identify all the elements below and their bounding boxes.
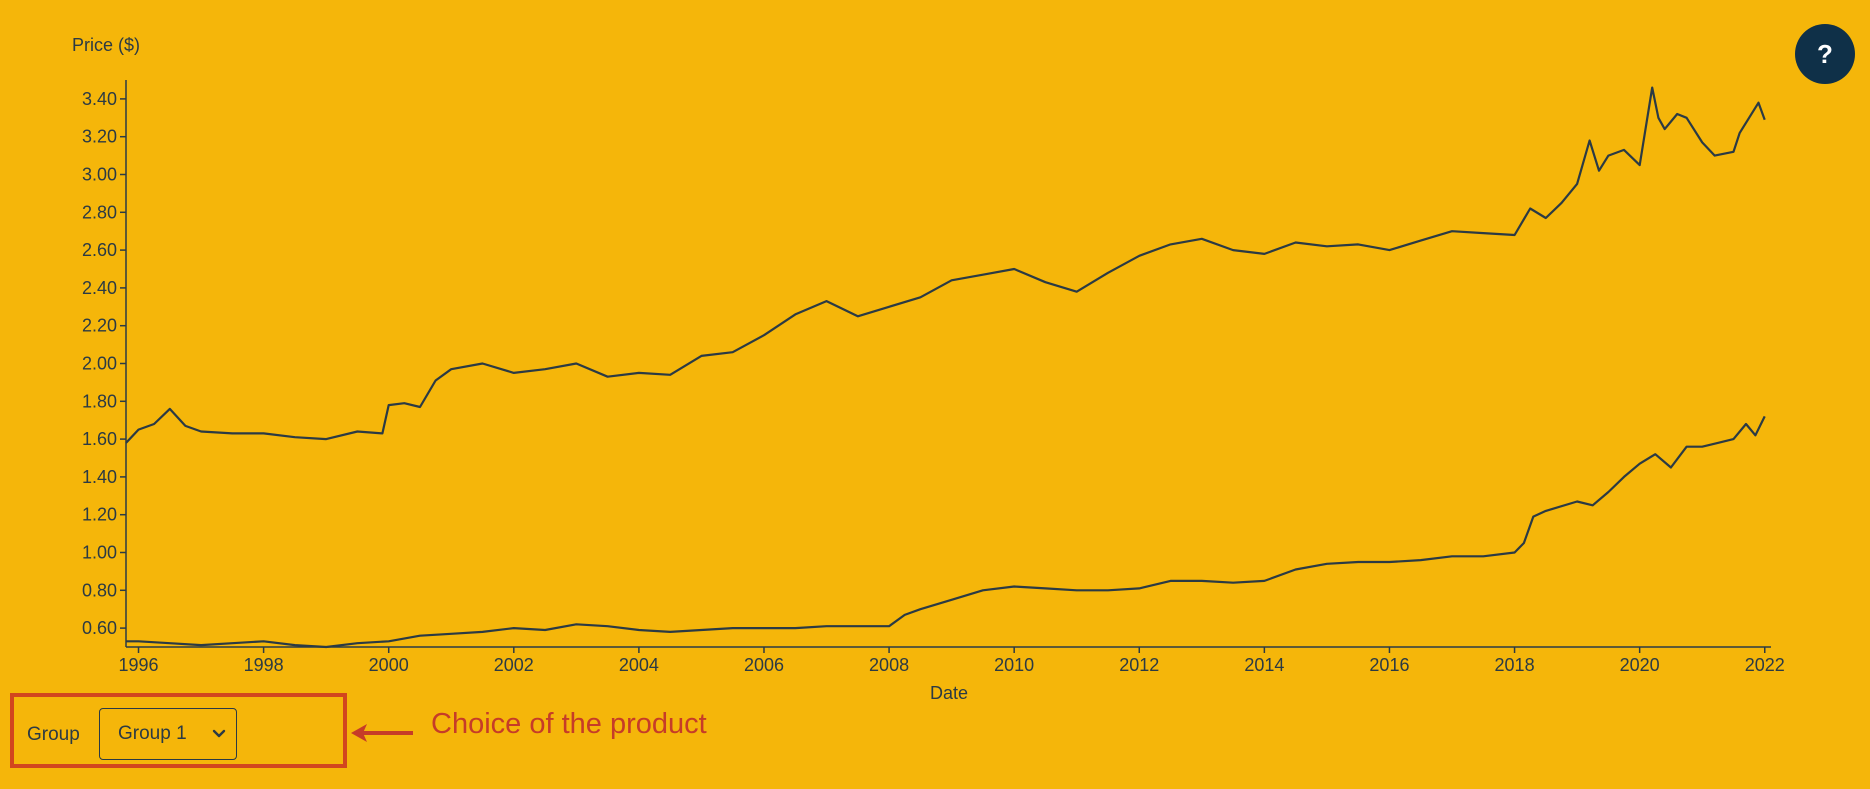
group-label: Group: [27, 724, 80, 745]
x-tick-label: 2006: [744, 655, 784, 675]
y-tick-label: 2.00: [82, 354, 117, 374]
x-axis-title: Date: [930, 683, 968, 703]
x-tick-label: 2014: [1244, 655, 1284, 675]
x-tick-label: 2016: [1369, 655, 1409, 675]
x-tick-label: 2002: [494, 655, 534, 675]
x-tick-label: 2012: [1119, 655, 1159, 675]
y-tick-label: 1.80: [82, 391, 117, 411]
x-tick-label: 2020: [1620, 655, 1660, 675]
y-tick-label: 3.40: [82, 89, 117, 109]
x-tick-label: 1998: [244, 655, 284, 675]
y-tick-label: 1.20: [82, 505, 117, 525]
y-axis-title: Price ($): [72, 35, 140, 55]
x-tick-label: 2004: [619, 655, 659, 675]
chevron-down-icon: [212, 729, 226, 738]
x-tick-label: 2000: [369, 655, 409, 675]
x-tick-label: 2010: [994, 655, 1034, 675]
y-tick-label: 3.00: [82, 165, 117, 185]
y-tick-label: 2.80: [82, 202, 117, 222]
group-select[interactable]: Group 1: [99, 708, 237, 760]
y-tick-label: 0.80: [82, 580, 117, 600]
y-tick-label: 1.40: [82, 467, 117, 487]
question-icon: ?: [1817, 38, 1833, 69]
annotation-text: Choice of the product: [431, 708, 707, 740]
x-tick-label: 2018: [1495, 655, 1535, 675]
y-tick-label: 1.60: [82, 429, 117, 449]
group-selector-panel: Group Group 1: [10, 693, 347, 768]
y-tick-label: 1.00: [82, 543, 117, 563]
series-group: [125, 86, 1766, 649]
x-tick-label: 2022: [1745, 655, 1785, 675]
axes: 0.60 0.80 1.00 1.20 1.40 1.60 1.80 2.00 2.20 2.40…: [82, 80, 1785, 675]
series-line-1: [125, 86, 1766, 444]
y-tick-label: 2.60: [82, 240, 117, 260]
y-tick-label: 0.60: [82, 618, 117, 638]
group-select-value: Group 1: [118, 723, 187, 744]
y-tick-label: 2.20: [82, 316, 117, 336]
help-button[interactable]: ?: [1795, 24, 1855, 84]
x-tick-label: 1996: [118, 655, 158, 675]
x-tick-label: 2008: [869, 655, 909, 675]
series-line-2: [126, 415, 1766, 649]
y-tick-label: 2.40: [82, 278, 117, 298]
annotation-arrow-icon: [351, 724, 413, 742]
y-tick-label: 3.20: [82, 127, 117, 147]
